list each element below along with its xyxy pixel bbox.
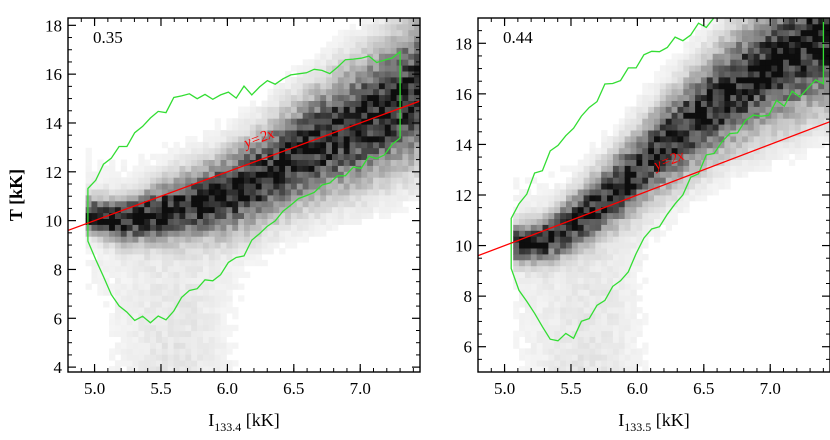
density-heatmap: [85, 18, 420, 372]
x-tick-label: 5.0: [84, 379, 105, 398]
x-tick-label: 6.5: [283, 379, 304, 398]
reference-line: [478, 121, 830, 257]
density-contour: [510, 18, 825, 342]
y-tick-label: 10: [45, 212, 62, 231]
y-tick-label: 12: [455, 186, 472, 205]
y-tick-label: 8: [54, 260, 63, 279]
plot-area: [478, 18, 830, 372]
panel-label: 0.35: [93, 28, 123, 47]
x-tick-label: 7.0: [350, 379, 371, 398]
x-tick-label: 5.5: [150, 379, 171, 398]
y-tick-label: 16: [45, 65, 62, 84]
y-tick-label: 16: [455, 85, 472, 104]
plot-frame: [67, 17, 421, 373]
density-heatmap: [513, 18, 830, 372]
x-tick-label: 6.0: [217, 379, 238, 398]
y-tick-label: 18: [455, 34, 472, 53]
y-tick-label: 6: [464, 338, 473, 357]
y-tick-label: 6: [54, 309, 63, 328]
y-tick-label: 10: [455, 237, 472, 256]
x-axis-label: I133.4 [kK]: [208, 410, 280, 434]
plot-area: [68, 18, 420, 372]
panel-left: y=2x0.355.0 5.5 6.0 6.5 7.04681012141618I133…: [6, 16, 421, 434]
y-tick-label: 14: [45, 114, 63, 133]
y-axis-label: T [kK]: [6, 169, 26, 221]
x-tick-label: 5.0: [494, 379, 515, 398]
x-tick-label: 7.0: [760, 379, 781, 398]
x-axis-label: I133.5 [kK]: [618, 410, 690, 434]
y-tick-label: 18: [45, 16, 62, 35]
density-contour: [87, 50, 401, 324]
reference-line: [68, 100, 420, 232]
panel-right: y=2x0.445.0 5.5 6.0 6.5 7.0681012141618I133.…: [455, 17, 830, 434]
x-tick-label: 6.5: [693, 379, 714, 398]
y-tick-label: 4: [54, 358, 63, 377]
y-tick-label: 14: [455, 135, 473, 154]
y-tick-label: 12: [45, 163, 62, 182]
x-tick-label: 5.5: [560, 379, 581, 398]
y-tick-label: 8: [464, 287, 473, 306]
panel-label: 0.44: [503, 28, 533, 47]
x-tick-label: 6.0: [627, 379, 648, 398]
